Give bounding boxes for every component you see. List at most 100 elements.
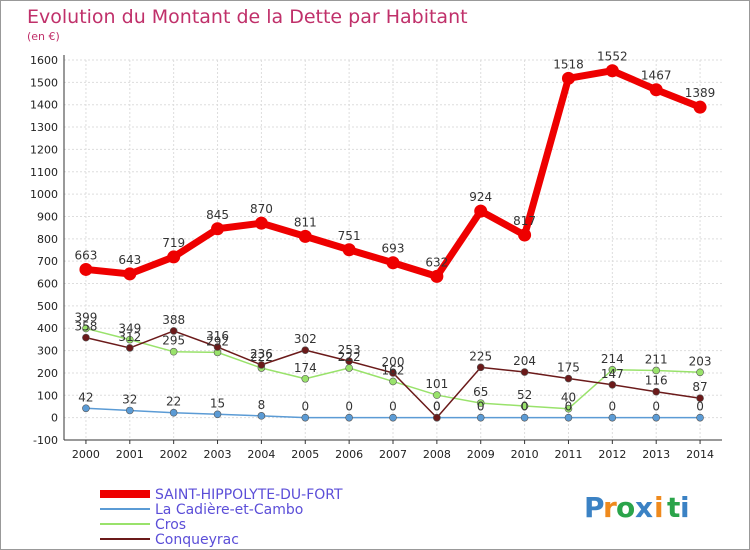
data-label: 295 [162, 334, 185, 348]
data-point [474, 204, 488, 218]
data-label: 101 [425, 377, 448, 391]
data-point [649, 83, 663, 97]
data-label: 222 [338, 350, 361, 364]
legend-label: Conqueyrac [155, 532, 239, 548]
data-point [608, 366, 617, 374]
data-point [564, 374, 573, 383]
y-tick-label: 1400 [30, 99, 58, 112]
y-tick-label: 1600 [30, 54, 58, 67]
x-tick-label: 2013 [642, 448, 670, 461]
data-label: 388 [162, 313, 185, 327]
y-tick-label: 900 [37, 210, 58, 223]
axes: -100010020030040050060070080090010001100… [30, 54, 722, 461]
data-label: 751 [338, 229, 361, 243]
data-point [696, 413, 704, 422]
data-point [126, 335, 134, 344]
data-label: 87 [692, 380, 707, 394]
data-point [345, 357, 353, 365]
y-tick-label: 400 [37, 322, 58, 335]
legend-label: La Cadière-et-Cambo [155, 502, 303, 518]
logo-letter: t [667, 491, 680, 524]
data-point [652, 366, 661, 375]
data-label: 22 [166, 395, 181, 409]
data-point [389, 413, 397, 422]
data-label: 817 [513, 214, 536, 228]
data-label: 116 [645, 374, 668, 388]
data-label: 40 [561, 391, 576, 405]
data-point [79, 262, 93, 276]
data-label: 0 [389, 400, 397, 414]
data-label: 211 [645, 352, 668, 366]
y-tick-label: 200 [37, 367, 58, 380]
y-tick-label: 1100 [30, 166, 58, 179]
x-tick-label: 2010 [511, 448, 539, 461]
data-point [169, 347, 178, 356]
chart-subtitle: (en €) [27, 30, 60, 43]
data-label: 0 [433, 400, 441, 414]
logo-letter: x [635, 491, 653, 524]
y-tick-label: 1200 [30, 143, 58, 156]
data-point [389, 369, 397, 377]
data-point [345, 413, 353, 422]
data-label: 302 [294, 332, 317, 346]
data-label: 663 [74, 248, 97, 262]
data-label: 162 [382, 363, 405, 377]
x-tick-label: 2008 [423, 448, 451, 461]
data-point [433, 391, 441, 399]
data-point [652, 387, 661, 396]
data-point [257, 361, 266, 369]
proxiti-logo: Pr o x i t i [584, 491, 690, 524]
data-label: 52 [517, 388, 532, 402]
data-point [520, 368, 529, 376]
data-label: 214 [601, 352, 624, 366]
data-point [301, 374, 310, 383]
data-point [345, 364, 353, 372]
data-point [213, 410, 222, 419]
data-point [82, 333, 90, 342]
data-label: 222 [250, 350, 273, 364]
x-tick-label: 2012 [598, 448, 626, 461]
data-point [342, 243, 356, 257]
data-point [82, 404, 90, 413]
data-label: 1552 [597, 50, 628, 64]
data-label: 0 [652, 400, 660, 414]
data-label: 1389 [685, 86, 716, 100]
data-label: 719 [162, 236, 185, 250]
x-tick-label: 2004 [247, 448, 275, 461]
y-tick-label: 500 [37, 300, 58, 313]
data-point [696, 368, 704, 377]
data-label: 312 [118, 330, 141, 344]
data-point [518, 228, 532, 242]
data-point [564, 413, 573, 422]
x-tick-label: 2002 [160, 448, 188, 461]
data-label: 0 [301, 400, 309, 414]
logo-letter: i [654, 491, 664, 524]
data-label: 845 [206, 208, 229, 222]
data-point [561, 71, 575, 85]
x-tick-label: 2000 [72, 448, 100, 461]
data-point [386, 256, 400, 270]
data-label: 358 [74, 320, 97, 334]
data-label: 0 [565, 400, 573, 414]
y-tick-label: 100 [37, 389, 58, 402]
data-point [301, 413, 310, 422]
data-label: 8 [258, 398, 266, 412]
data-label: 225 [469, 349, 492, 363]
data-label: 15 [210, 396, 225, 410]
x-tick-label: 2001 [116, 448, 144, 461]
data-point [126, 344, 134, 352]
x-tick-label: 2005 [291, 448, 319, 461]
x-tick-label: 2007 [379, 448, 407, 461]
data-label: 1518 [553, 57, 584, 71]
data-label: 0 [521, 400, 529, 414]
data-label: 65 [473, 385, 488, 399]
logo-letter: P [584, 491, 605, 524]
y-tick-label: 0 [51, 412, 58, 425]
data-label: 0 [609, 400, 617, 414]
data-point [652, 413, 661, 422]
y-tick-label: 600 [37, 278, 58, 291]
data-point [169, 408, 178, 417]
data-label: 693 [382, 242, 405, 256]
